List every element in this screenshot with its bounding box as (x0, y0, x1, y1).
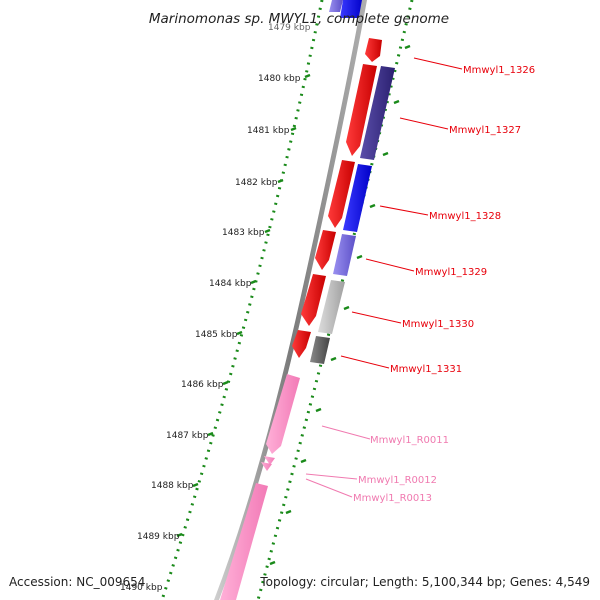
cog-bands (310, 66, 395, 364)
gene-mmwyl1-1330[interactable] (301, 274, 326, 326)
topology-text: Topology: circular; Length: 5,100,344 bp… (260, 575, 590, 589)
cog-band-top-fragment (340, 0, 363, 18)
gene-label-r0011[interactable]: Mmwyl1_R0011 (370, 435, 449, 446)
tick-label: 1489 kbp (137, 532, 180, 542)
rna-features (220, 374, 300, 600)
gene-mmwyl1-1329[interactable] (315, 230, 336, 270)
cog-band-1327 (360, 66, 395, 160)
gene-label-1328[interactable]: Mmwyl1_1328 (429, 211, 501, 222)
accession-text: Accession: NC_009654 (9, 575, 146, 589)
map-title: Marinomonas sp. MWYL1, complete genome (149, 11, 449, 27)
tick-label: 1482 kbp (235, 178, 278, 188)
gene-label-1330[interactable]: Mmwyl1_1330 (402, 319, 474, 330)
gene-mmwyl1-r0012[interactable] (264, 456, 275, 465)
gene-mmwyl1-1331[interactable] (292, 330, 311, 358)
tick-label: 1488 kbp (151, 481, 194, 491)
tick-label: 1481 kbp (247, 126, 290, 136)
tick-label: 1485 kbp (195, 330, 238, 340)
gene-label-1331[interactable]: Mmwyl1_1331 (390, 364, 462, 375)
gene-mmwyl1-r0011[interactable] (266, 374, 300, 454)
gene-label-1329[interactable]: Mmwyl1_1329 (415, 267, 487, 278)
cog-band-1330 (318, 280, 345, 334)
tick-label: 1487 kbp (166, 431, 209, 441)
gene-label-r0012[interactable]: Mmwyl1_R0012 (358, 475, 437, 486)
coordinate-axis-left (160, 0, 324, 600)
gene-mmwyl1-r0013[interactable] (261, 462, 272, 471)
cds-features (292, 38, 382, 358)
cog-band-1331 (310, 336, 330, 364)
major-ticks-left (176, 73, 311, 538)
gene-label-r0013[interactable]: Mmwyl1_R0013 (353, 493, 432, 504)
cog-band-1329 (333, 234, 356, 276)
cog-band-1328 (343, 164, 372, 232)
tick-label: 1486 kbp (181, 380, 224, 390)
gene-labels: Mmwyl1_1326 Mmwyl1_1327 Mmwyl1_1328 Mmwy… (353, 65, 535, 504)
tick-label: 1484 kbp (209, 279, 252, 289)
tick-label: 1480 kbp (258, 74, 301, 84)
major-ticks-right (269, 44, 411, 566)
gene-label-1326[interactable]: Mmwyl1_1326 (463, 65, 535, 76)
gene-mmwyl1-1326[interactable] (365, 38, 382, 62)
genome-backbone (214, 0, 367, 600)
tick-label: 1490 kbp (120, 583, 163, 593)
gene-label-1327[interactable]: Mmwyl1_1327 (449, 125, 521, 136)
cds-top-fragment (329, 0, 343, 12)
gene-mmwyl1-1327[interactable] (346, 64, 377, 156)
gene-mmwyl1-1328[interactable] (328, 160, 355, 228)
label-leaders (305, 57, 463, 498)
rna-feature-lower (220, 483, 268, 600)
tick-label: 1479 kbp (268, 23, 311, 33)
tick-label: 1483 kbp (222, 228, 265, 238)
